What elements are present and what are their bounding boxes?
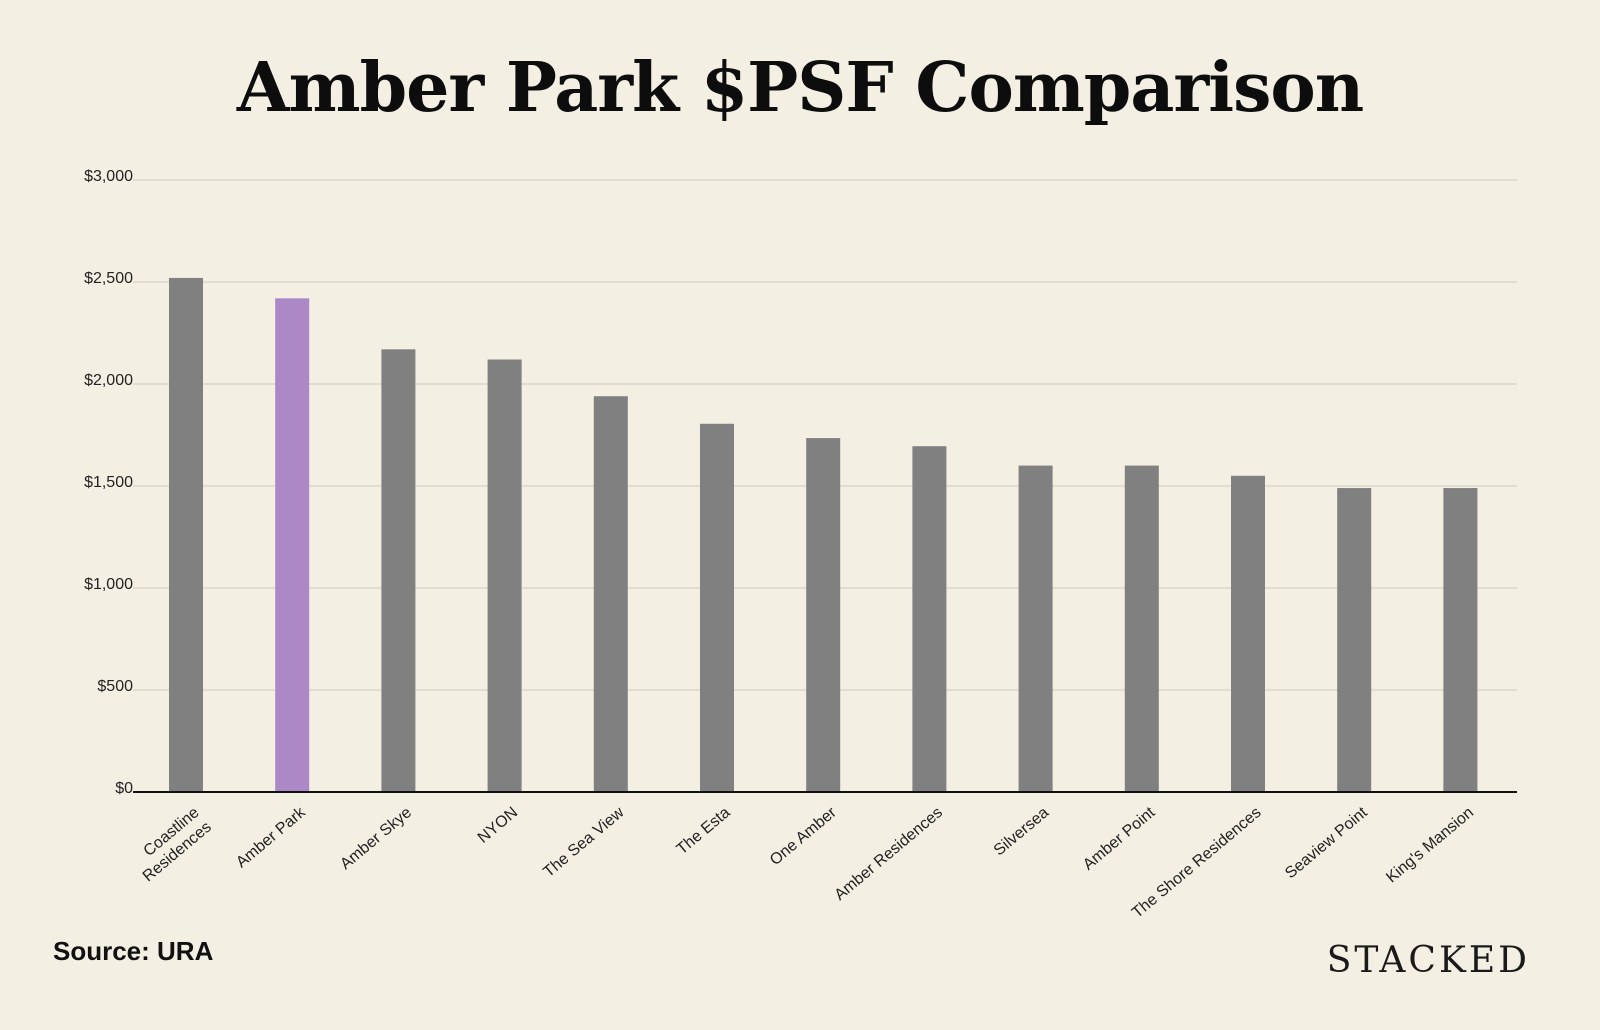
x-tick-label-line: King's Mansion [1383, 804, 1477, 886]
y-tick-label: $0 [115, 780, 133, 797]
y-tick-label: $1,500 [84, 474, 133, 491]
y-tick-label: $1,000 [84, 576, 133, 593]
bar [1231, 475, 1265, 792]
x-tick-label-line: One Amber [767, 804, 840, 869]
x-tick-label-line: The Esta [674, 804, 734, 858]
bar [593, 396, 628, 792]
bar [912, 446, 947, 792]
bars [169, 277, 1478, 792]
x-tick-label: The Esta [674, 804, 734, 858]
bar [487, 359, 522, 792]
x-tick-label: The Sea View [540, 804, 627, 881]
x-tick-label: One Amber [767, 804, 840, 869]
x-tick-label: CoastlineResidences [128, 804, 215, 885]
x-tick-label: Silversea [991, 804, 1052, 859]
x-tick-label-line: Amber Residences [831, 804, 945, 904]
y-tick-label: $500 [97, 678, 133, 695]
x-tick-label-line: Amber Park [233, 803, 309, 871]
y-tick-label: $2,000 [84, 372, 133, 389]
x-tick-label-line: The Sea View [540, 804, 627, 881]
x-tick-label: King's Mansion [1383, 804, 1477, 886]
bar [1018, 465, 1053, 792]
bar [806, 438, 841, 792]
x-tick-label-line: Amber Point [1080, 804, 1159, 874]
bar [700, 423, 734, 792]
x-tick-label-line: Amber Skye [337, 804, 415, 873]
brand-logo: STACKED [1326, 940, 1530, 981]
x-tick-label-line: NYON [475, 804, 521, 847]
source-note: Source: URA [53, 936, 214, 966]
y-tick-label: $2,500 [84, 270, 133, 287]
y-tick-label: $3,000 [84, 168, 133, 185]
x-tick-label: Amber Point [1080, 804, 1159, 874]
x-axis-ticks: CoastlineResidences Amber Park Amber Skye N… [128, 803, 1477, 921]
x-tick-label: Amber Residences [831, 804, 945, 904]
bar [1443, 488, 1478, 792]
x-tick-label: Amber Park [233, 803, 309, 871]
bar [1124, 465, 1159, 792]
bar [1337, 488, 1372, 792]
chart-title: Amber Park $PSF Comparison [236, 48, 1364, 128]
bar [169, 277, 203, 792]
x-tick-label: Amber Skye [337, 804, 415, 873]
x-tick-label-line: Silversea [991, 804, 1052, 859]
bar [275, 298, 310, 792]
x-tick-label: NYON [475, 804, 521, 847]
y-axis-ticks: $0 $500 $1,000 $1,500 $2,000 $2,500 $3,000 [84, 168, 133, 797]
x-tick-label-line: Seaview Point [1282, 804, 1371, 883]
bar [381, 349, 416, 792]
x-tick-label: Seaview Point [1282, 804, 1371, 883]
